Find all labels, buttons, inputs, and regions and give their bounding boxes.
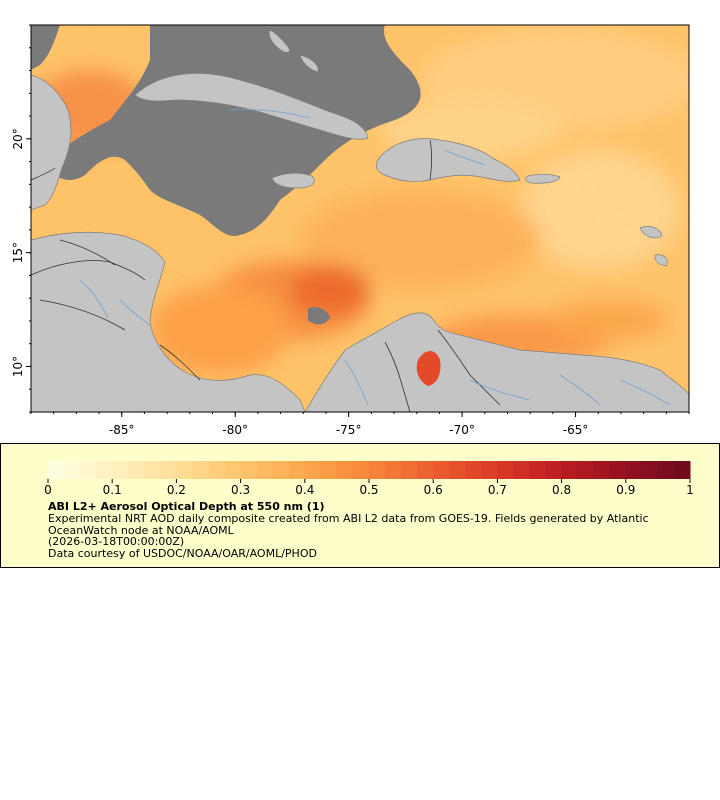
colorbar-segment	[208, 461, 226, 479]
cloud-mask	[31, 25, 421, 236]
colorbar-segment	[304, 461, 322, 479]
lon-tick-label: -75°	[336, 423, 362, 437]
axis-ticks: -85° -80° -75° -70° -65° 20° 15° 10°	[11, 24, 690, 437]
colorbar-segment	[625, 461, 643, 479]
colorbar-segment	[561, 461, 579, 479]
colorbar-segment	[176, 461, 193, 479]
colorbar-segment	[577, 461, 595, 479]
lake-maracaibo	[416, 351, 441, 386]
colorbar-segment	[593, 461, 611, 479]
colorbar-segment	[336, 461, 354, 479]
colorbar-tick-label: 0.7	[488, 483, 507, 497]
map-border	[30, 24, 690, 413]
colombia-lake	[308, 307, 330, 325]
colorbar-segment	[256, 461, 274, 479]
colorbar-tick-label: 0.8	[552, 483, 571, 497]
colorbar-ticks: 0 0.1 0.2 0.3 0.4 0.5 0.6 0.7 0.8 0.9 1	[44, 479, 694, 497]
colorbar-segment	[192, 461, 209, 479]
colorbar-segment	[288, 461, 306, 479]
colorbar-segment	[657, 461, 675, 479]
colorbar-segment	[609, 461, 627, 479]
colorbar-segment	[385, 461, 402, 479]
colorbar-segment	[320, 461, 338, 479]
legend-time: (2026-03-18T00:00:00Z)	[48, 535, 185, 548]
colorbar-tick-label: 0.2	[167, 483, 186, 497]
borders	[31, 139, 501, 412]
colorbar-tick-label: 0.4	[295, 483, 314, 497]
colorbar-segment	[144, 461, 161, 479]
colorbar-segment	[64, 461, 81, 479]
colorbar-segment	[401, 461, 418, 479]
lon-tick-label: -80°	[222, 423, 248, 437]
lat-tick-label: 15°	[11, 242, 25, 263]
lon-tick-label: -85°	[109, 423, 135, 437]
legend-credit: Data courtesy of USDOC/NOAA/OAR/AOML/PHO…	[48, 547, 317, 560]
colorbar-segment	[529, 461, 547, 479]
colorbar-segment	[96, 461, 113, 479]
colorbar-segment	[160, 461, 177, 479]
colorbar-segment	[272, 461, 290, 479]
colorbar-segment	[48, 461, 65, 479]
legend-description: Experimental NRT AOD daily composite cre…	[48, 512, 649, 537]
colorbar-segment	[352, 461, 370, 479]
colorbar-segment	[545, 461, 563, 479]
map-panel[interactable]: -85° -80° -75° -70° -65° 20° 15° 10°	[0, 0, 720, 440]
colorbar-segment	[481, 461, 498, 479]
lon-tick-label: -70°	[449, 423, 475, 437]
colorbar-segment	[673, 461, 691, 479]
colorbar-tick-label: 0.9	[616, 483, 635, 497]
colorbar-tick-label: 0.6	[424, 483, 443, 497]
colorbar-segment	[449, 461, 466, 479]
cloud-flecks	[200, 34, 364, 51]
colorbar-segment	[80, 461, 97, 479]
colorbar-segment	[112, 461, 129, 479]
legend-panel: 0 0.1 0.2 0.3 0.4 0.5 0.6 0.7 0.8 0.9 1 ABI L2+ Ae…	[0, 443, 720, 568]
lat-tick-label: 20°	[11, 128, 25, 149]
colorbar-tick-label: 0.1	[103, 483, 122, 497]
colorbar-segment	[497, 461, 514, 479]
colorbar-tick-label: 0.3	[231, 483, 250, 497]
colorbar-segment	[513, 461, 530, 479]
colorbar-tick-label: 0.5	[359, 483, 378, 497]
land	[31, 29, 689, 412]
colorbar-segment	[433, 461, 450, 479]
colorbar-segment	[224, 461, 242, 479]
colorbar	[48, 461, 691, 479]
colorbar-tick-label: 1	[686, 483, 694, 497]
colorbar-segment	[417, 461, 434, 479]
colorbar-tick-label: 0	[44, 483, 52, 497]
rivers	[79, 109, 671, 406]
colorbar-segment	[369, 461, 386, 479]
lat-tick-label: 10°	[11, 356, 25, 377]
colorbar-segment	[465, 461, 482, 479]
lon-tick-label: -65°	[563, 423, 589, 437]
colorbar-segment	[240, 461, 258, 479]
colorbar-segment	[128, 461, 145, 479]
legend-title: ABI L2+ Aerosol Optical Depth at 550 nm …	[48, 500, 325, 513]
colorbar-segment	[641, 461, 659, 479]
map-area	[31, 25, 689, 412]
